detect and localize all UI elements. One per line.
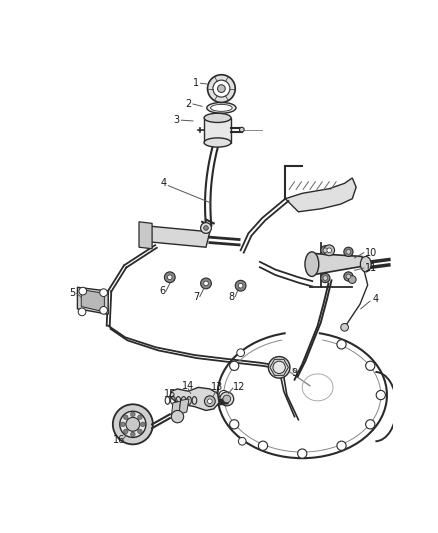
Circle shape	[223, 395, 231, 403]
Circle shape	[240, 127, 244, 132]
Circle shape	[341, 324, 349, 331]
Polygon shape	[81, 289, 104, 312]
Polygon shape	[285, 178, 356, 212]
Circle shape	[346, 274, 351, 279]
Circle shape	[126, 417, 140, 431]
Circle shape	[235, 280, 246, 291]
Circle shape	[124, 429, 128, 434]
Text: 3: 3	[174, 115, 180, 125]
Circle shape	[321, 273, 330, 282]
Text: 10: 10	[365, 248, 378, 257]
Ellipse shape	[211, 104, 232, 111]
Circle shape	[230, 361, 239, 370]
Circle shape	[120, 411, 146, 438]
Text: 8: 8	[228, 292, 234, 302]
Polygon shape	[139, 222, 152, 249]
Text: 12: 12	[233, 382, 245, 392]
Circle shape	[208, 75, 235, 102]
Circle shape	[327, 248, 332, 253]
Circle shape	[237, 349, 244, 357]
Circle shape	[258, 441, 268, 450]
Ellipse shape	[204, 113, 231, 123]
Circle shape	[205, 396, 215, 407]
Circle shape	[204, 225, 208, 230]
Text: 7: 7	[193, 292, 199, 302]
Circle shape	[204, 281, 208, 286]
Circle shape	[79, 287, 87, 295]
Text: 4: 4	[161, 179, 167, 188]
Circle shape	[138, 429, 142, 434]
Circle shape	[324, 245, 335, 256]
Circle shape	[337, 441, 346, 450]
Circle shape	[131, 432, 135, 437]
Circle shape	[171, 410, 184, 423]
Circle shape	[268, 357, 290, 378]
Circle shape	[201, 278, 212, 289]
Text: 6: 6	[159, 286, 165, 296]
Circle shape	[100, 306, 107, 314]
Text: 5: 5	[70, 288, 76, 298]
Circle shape	[273, 361, 285, 374]
Ellipse shape	[360, 256, 371, 272]
Circle shape	[201, 223, 212, 233]
Text: 15: 15	[164, 389, 176, 399]
Ellipse shape	[207, 102, 236, 113]
Polygon shape	[204, 118, 231, 142]
Circle shape	[219, 391, 228, 400]
Circle shape	[220, 392, 234, 406]
Text: 1: 1	[193, 78, 199, 88]
Polygon shape	[78, 287, 108, 314]
Text: 2: 2	[185, 99, 191, 109]
Circle shape	[120, 422, 125, 426]
Circle shape	[167, 275, 172, 280]
Circle shape	[323, 276, 328, 280]
Text: 9: 9	[291, 368, 297, 378]
Circle shape	[349, 276, 356, 284]
Circle shape	[124, 415, 128, 419]
Polygon shape	[170, 387, 219, 410]
Text: 14: 14	[182, 381, 194, 391]
Circle shape	[323, 248, 328, 253]
Circle shape	[337, 340, 346, 349]
Circle shape	[141, 422, 145, 426]
Circle shape	[346, 249, 351, 254]
Text: 16: 16	[113, 435, 125, 445]
Circle shape	[131, 412, 135, 417]
Circle shape	[213, 80, 230, 97]
Circle shape	[208, 399, 212, 403]
Circle shape	[238, 438, 246, 445]
Circle shape	[298, 449, 307, 458]
Circle shape	[366, 419, 375, 429]
Circle shape	[344, 247, 353, 256]
Circle shape	[321, 246, 330, 255]
Polygon shape	[171, 401, 180, 417]
Text: 4: 4	[372, 294, 378, 304]
Polygon shape	[141, 225, 210, 247]
Text: 13: 13	[212, 382, 224, 392]
Ellipse shape	[204, 138, 231, 147]
Circle shape	[366, 361, 375, 370]
Circle shape	[164, 272, 175, 282]
Polygon shape	[179, 399, 189, 414]
Circle shape	[78, 308, 86, 316]
Circle shape	[113, 405, 153, 445]
Circle shape	[138, 415, 142, 419]
Circle shape	[376, 391, 385, 400]
Polygon shape	[312, 253, 366, 275]
Circle shape	[344, 272, 353, 281]
Circle shape	[218, 85, 225, 92]
Circle shape	[230, 419, 239, 429]
Ellipse shape	[305, 252, 319, 277]
Text: 11: 11	[365, 263, 378, 273]
Circle shape	[100, 289, 107, 296]
Circle shape	[238, 284, 243, 288]
